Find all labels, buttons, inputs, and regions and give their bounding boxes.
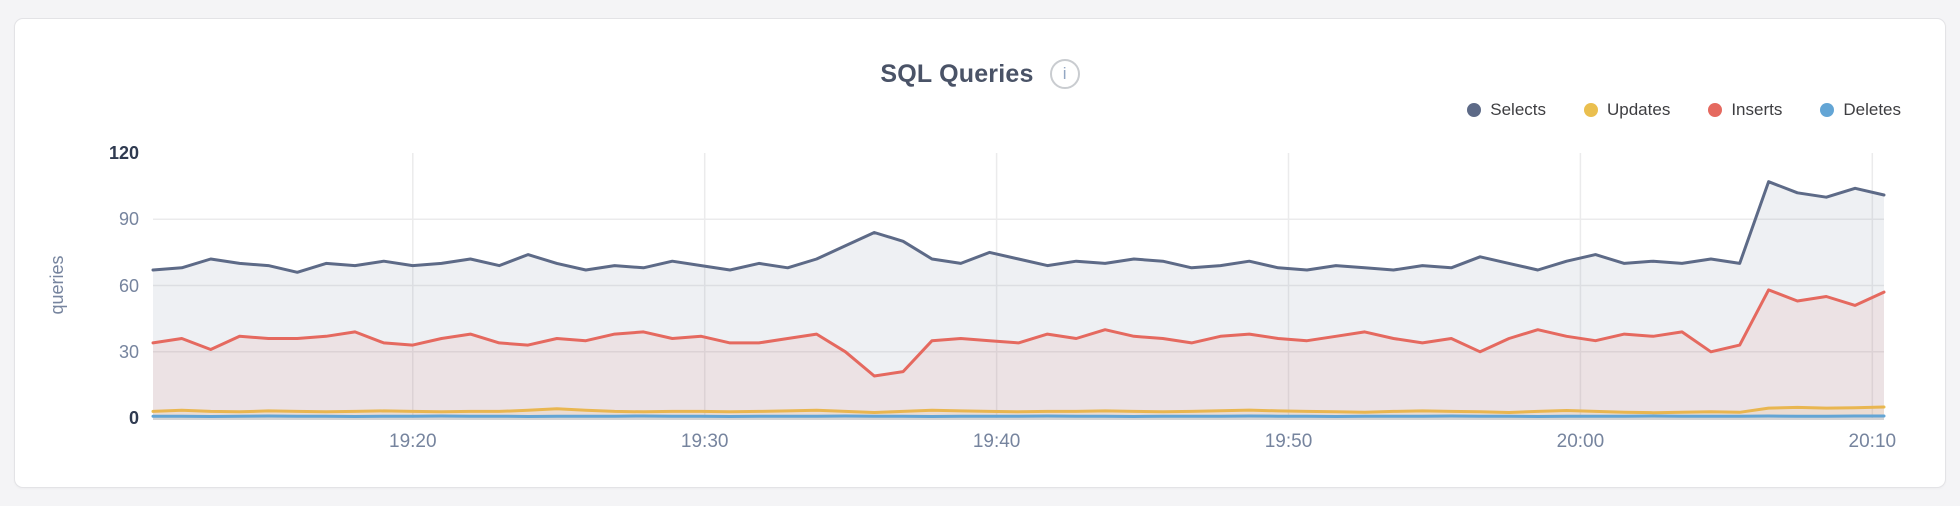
y-tick-label: 90 xyxy=(118,209,139,230)
legend-swatch-inserts-icon xyxy=(1708,103,1723,117)
chart-title: SQL Queries xyxy=(880,59,1034,88)
y-tick-label: 0 xyxy=(128,408,139,428)
legend-item-selects[interactable]: Selects xyxy=(1467,100,1546,120)
y-tick-label: 30 xyxy=(118,341,139,362)
series-area-selects xyxy=(153,181,1884,418)
series-line-updates xyxy=(151,405,1886,415)
x-tick-label: 20:10 xyxy=(1848,431,1897,452)
legend-label-updates: Updates xyxy=(1607,100,1671,119)
y-tick-label: 60 xyxy=(118,275,139,296)
x-tick-label: 20:00 xyxy=(1556,431,1605,452)
x-tick-label: 19:30 xyxy=(680,431,729,452)
chart-legend: Selects Updates Inserts Deletes xyxy=(1467,100,1901,120)
chart-area: queries 0 30 60 90 120 19:20 19:30 19:40 19:50 20… xyxy=(15,19,1945,487)
x-tick-label: 19:20 xyxy=(389,431,437,452)
series-line-deletes xyxy=(151,414,1886,418)
y-tick-label: 120 xyxy=(108,143,139,163)
legend-swatch-updates-icon xyxy=(1584,103,1598,117)
info-icon[interactable]: i xyxy=(1049,59,1080,89)
legend-item-inserts[interactable]: Inserts xyxy=(1708,100,1782,120)
legend-label-inserts: Inserts xyxy=(1731,100,1783,119)
chart-header: SQL Queries i xyxy=(15,59,1945,89)
legend-swatch-deletes-icon xyxy=(1820,103,1835,117)
legend-label-selects: Selects xyxy=(1490,100,1546,119)
chart-card: SQL Queries i Selects Updates Inserts De… xyxy=(14,18,1946,488)
legend-item-updates[interactable]: Updates xyxy=(1584,100,1670,120)
series-line-selects xyxy=(151,180,1886,274)
series-area-inserts xyxy=(153,289,1884,418)
chart-canvas xyxy=(151,153,1886,420)
x-tick-label: 19:50 xyxy=(1264,431,1313,452)
legend-item-deletes[interactable]: Deletes xyxy=(1820,100,1901,120)
series-line-inserts xyxy=(151,288,1886,378)
x-tick-label: 19:40 xyxy=(972,431,1021,452)
legend-swatch-selects-icon xyxy=(1467,103,1482,117)
legend-label-deletes: Deletes xyxy=(1843,100,1901,119)
